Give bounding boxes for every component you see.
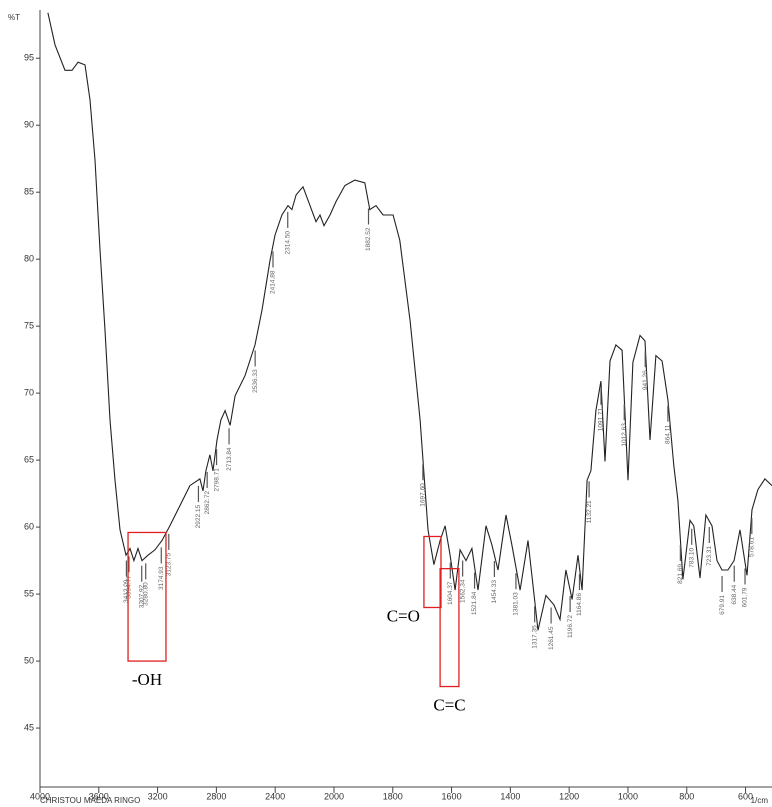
peak-label: 1317.35: [531, 625, 538, 649]
peak-label: 941.26: [642, 370, 649, 390]
region-label: C=C: [433, 695, 465, 714]
y-tick-label: 90: [24, 120, 34, 130]
footer: CHRISTOU MAEDA RINGO: [40, 796, 140, 805]
peak-label: 1521.84: [471, 591, 478, 615]
region-box: [127, 531, 167, 662]
peak-label: 2713.84: [226, 447, 233, 471]
peak-label: 601.79: [742, 587, 749, 607]
x-tick-label: 600: [738, 791, 753, 801]
peak-label: 1697.60: [420, 483, 427, 507]
peak-label: 1164.86: [576, 593, 583, 616]
x-tick-label: 1000: [618, 791, 638, 801]
x-tick-label: 1800: [383, 791, 403, 801]
y-tick-label: 75: [24, 321, 34, 331]
region-label: C=O: [387, 606, 420, 625]
y-tick-label: 80: [24, 254, 34, 264]
x-tick-label: 1600: [442, 791, 462, 801]
x-tick-label: 1400: [500, 791, 520, 801]
y-tick-label: 95: [24, 53, 34, 63]
peak-label: 3412.09: [123, 579, 130, 603]
peak-label: 1196.72: [567, 615, 574, 638]
peak-label: 3280.80: [142, 582, 149, 606]
y-tick-label: 85: [24, 187, 34, 197]
peak-label: 1882.52: [365, 227, 372, 251]
peak-label: 2862.72: [204, 491, 211, 515]
peak-label: 638.44: [731, 584, 738, 604]
peak-label: 578.61: [749, 537, 756, 557]
x-tick-label: 3200: [148, 791, 168, 801]
peak-label: 1261.45: [548, 626, 555, 650]
x-tick-label: 800: [679, 791, 694, 801]
peak-label: 1454.33: [491, 580, 498, 604]
peak-label: 2798.71: [213, 468, 220, 492]
peak-label: 723.31: [706, 546, 713, 566]
x-tick-label: 2000: [324, 791, 344, 801]
peak-label: 3394.77: [126, 575, 133, 599]
region-label: -OH: [132, 670, 162, 689]
peak-label: 2414.88: [270, 270, 277, 294]
peak-label: 3123.75: [166, 553, 173, 577]
peak-label: 1381.03: [513, 592, 520, 616]
y-tick-label: 70: [24, 388, 34, 398]
peak-label: 821.69: [677, 564, 684, 584]
region-box: [423, 535, 442, 609]
peak-label: 2536.33: [252, 369, 259, 393]
region-box: [439, 567, 460, 688]
peak-label: 2922.15: [195, 504, 202, 528]
x-tick-label: 1200: [559, 791, 579, 801]
y-axis-label: %T: [8, 13, 20, 22]
x-tick-label: 4000: [30, 791, 50, 801]
peak-label: 1562.34: [459, 579, 466, 603]
y-tick-label: 65: [24, 454, 34, 464]
peak-label: 3307.92: [138, 584, 145, 608]
peak-label: 1604.37: [447, 581, 454, 605]
peak-label: 679.91: [719, 595, 726, 615]
peak-label: 2314.50: [284, 231, 291, 255]
peak-label: 864.11: [665, 424, 672, 444]
peak-label: 3174.93: [158, 566, 165, 590]
x-tick-label: 3600: [89, 791, 109, 801]
peak-label: 1132.21: [586, 500, 593, 523]
y-tick-label: 55: [24, 588, 34, 598]
peak-label: 783.10: [688, 547, 695, 567]
peak-label: 1012.63: [621, 423, 628, 447]
y-tick-label: 45: [24, 722, 34, 732]
peak-label: 1091.71: [598, 407, 605, 431]
x-tick-label: 2800: [206, 791, 226, 801]
x-tick-label: 2400: [265, 791, 285, 801]
y-tick-label: 50: [24, 655, 34, 665]
spectrum-line: [47, 12, 772, 631]
x-axis-label: 1/cm: [751, 796, 769, 805]
y-tick-label: 60: [24, 521, 34, 531]
